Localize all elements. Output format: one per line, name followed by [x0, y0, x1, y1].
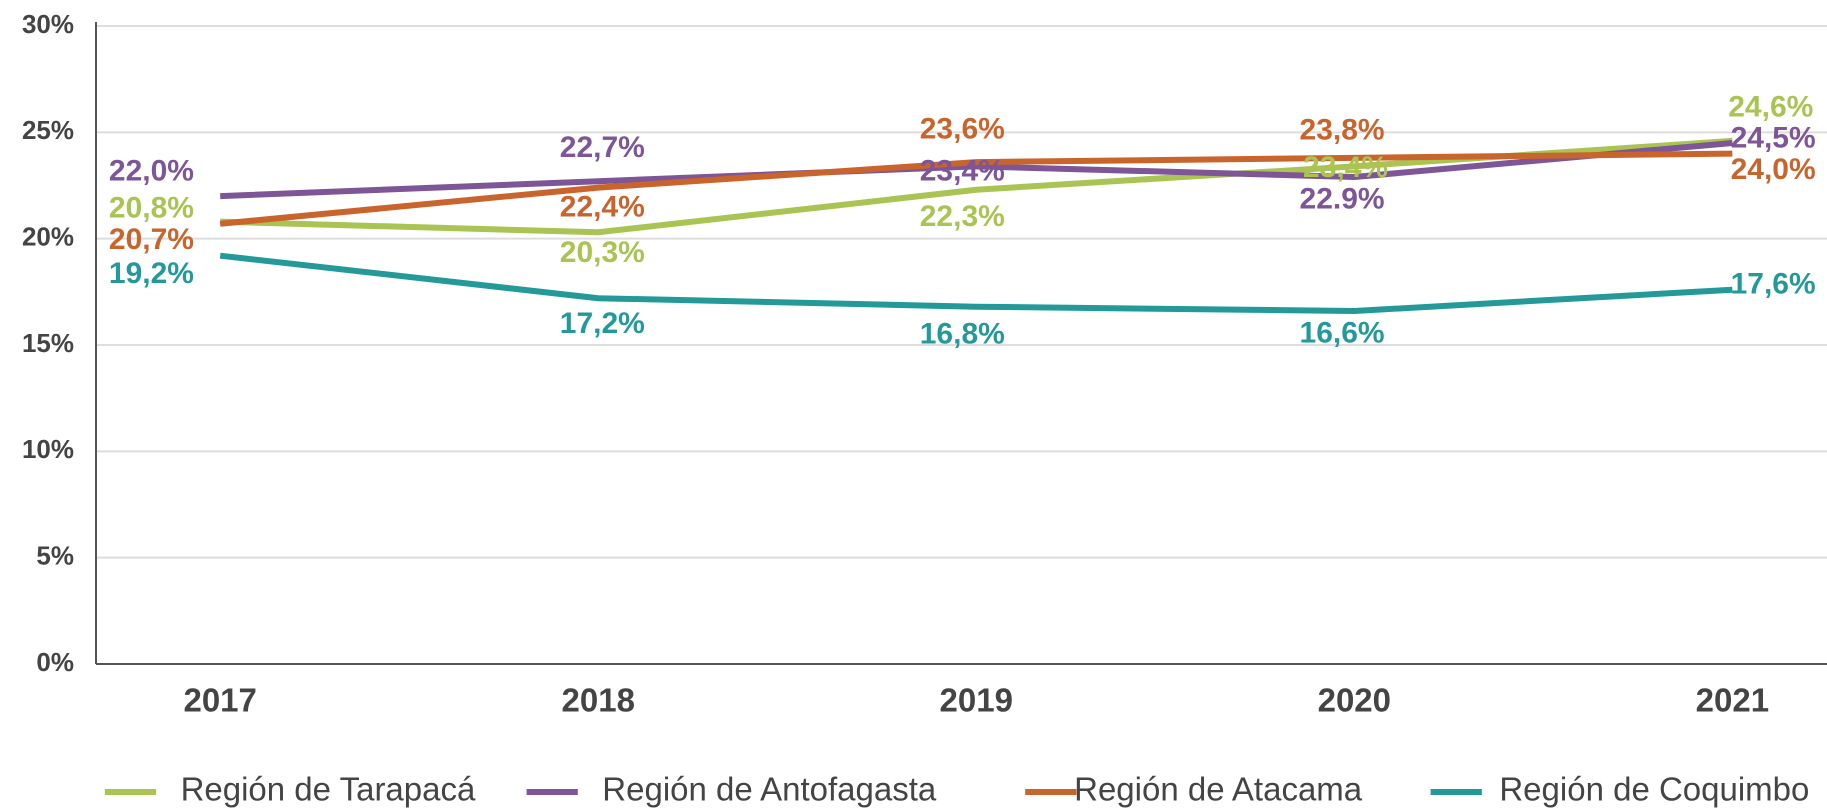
- y-tick-label: 15%: [22, 328, 74, 358]
- data-label: 20,3%: [560, 236, 645, 269]
- legend-label: Región de Atacama: [1074, 771, 1363, 808]
- data-label: 20,8%: [109, 192, 194, 225]
- data-label: 22,0%: [109, 154, 194, 187]
- x-tick-label: 2020: [1318, 682, 1391, 719]
- data-label: 24,6%: [1728, 90, 1813, 123]
- series-line: [219, 252, 1733, 314]
- y-tick-label: 20%: [22, 222, 74, 252]
- x-tick-label: 2018: [562, 682, 635, 719]
- y-tick-label: 10%: [22, 434, 74, 464]
- x-tick-label: 2021: [1696, 682, 1769, 719]
- data-label: 16,6%: [1300, 316, 1385, 349]
- x-tick-label: 2019: [940, 682, 1013, 719]
- data-label: 17,6%: [1731, 267, 1816, 300]
- legend-label: Región de Antofagasta: [602, 771, 937, 808]
- y-tick-label: 30%: [22, 9, 74, 39]
- data-label: 20,7%: [109, 223, 194, 256]
- data-label: 23,8%: [1300, 114, 1385, 147]
- data-label: 24,0%: [1731, 153, 1816, 186]
- data-label: 23,6%: [920, 112, 1005, 145]
- y-tick-label: 25%: [22, 115, 74, 145]
- series-line: [219, 150, 1733, 227]
- data-label: 16,8%: [920, 317, 1005, 350]
- data-label: 19,2%: [109, 257, 194, 290]
- y-tick-label: 5%: [36, 541, 74, 571]
- data-label: 22.9%: [1300, 182, 1385, 215]
- data-label: 24,5%: [1731, 122, 1816, 155]
- legend-label: Región de Tarapacá: [181, 771, 476, 808]
- x-tick-label: 2017: [183, 682, 256, 719]
- data-label: 23,4%: [1303, 151, 1388, 184]
- y-tick-label: 0%: [36, 647, 74, 677]
- data-label: 17,2%: [560, 307, 645, 340]
- data-label: 22,3%: [920, 200, 1005, 233]
- legend-label: Región de Coquimbo: [1499, 771, 1809, 808]
- data-label: 23,4%: [920, 154, 1005, 187]
- data-label: 22,7%: [560, 131, 645, 164]
- series-line: [220, 139, 1733, 200]
- data-label: 22,4%: [560, 190, 645, 223]
